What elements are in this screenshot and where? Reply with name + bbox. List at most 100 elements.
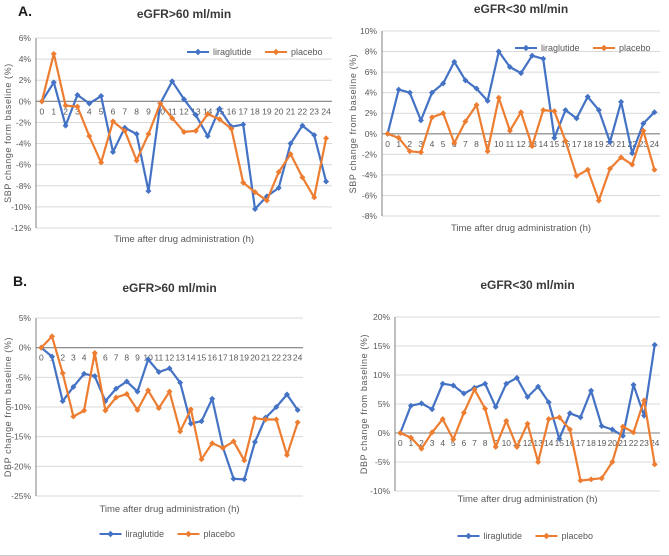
placebo-marker	[121, 127, 128, 134]
x-tick-label: 0	[398, 438, 403, 448]
x-tick-label: 2	[60, 353, 65, 363]
x-tick-label: 2	[407, 139, 412, 149]
placebo-marker	[166, 388, 173, 395]
liraglutide-marker	[204, 133, 211, 140]
liraglutide-marker	[123, 378, 130, 385]
liraglutide-marker	[181, 96, 187, 103]
liraglutide-marker	[230, 475, 237, 482]
liraglutide-marker	[450, 382, 457, 389]
placebo-marker	[395, 134, 402, 141]
x-tick-label: 3	[71, 353, 76, 363]
placebo-marker	[619, 423, 626, 430]
y-tick-label: 5%	[378, 399, 391, 409]
x-tick-label: 17	[572, 139, 582, 149]
x-tick-label: 19	[594, 139, 604, 149]
y-tick-label: -5%	[16, 372, 32, 382]
liraglutide-legend-label: liraglutide	[541, 43, 580, 53]
x-tick-label: 4	[430, 139, 435, 149]
placebo-marker	[133, 157, 140, 164]
liraglutide-legend-marker	[194, 48, 202, 56]
liraglutide-marker	[584, 93, 591, 100]
liraglutide-marker	[429, 89, 436, 96]
liraglutide-marker	[473, 85, 480, 92]
chart-sbp-egfr-gt60: 6% 4% 2% 0% -2% -4% -6% -8% -10% -12% 0 1 2 3 4 5 6 7 8 9 10…	[2, 2, 340, 254]
x-tick-label: 21	[261, 353, 271, 363]
liraglutide-marker	[524, 394, 531, 401]
liraglutide-marker	[460, 390, 467, 397]
chart-dbp-egfr-lt30: 20% 15% 10% 5% 0% -5% -10% 0 1 2 3 4 5 6 7 8 9 10 11 12 13 14…	[336, 272, 669, 555]
x-tick-label: 2	[63, 106, 68, 116]
x-tick-label: 17	[218, 353, 228, 363]
y-tick-label: -2%	[362, 149, 378, 159]
chart-sbp-egfr-lt30: 10%8%6%4%2%0%-2%-4%-6%-8%012345678910111…	[336, 0, 669, 250]
liraglutide-marker	[241, 476, 248, 483]
placebo-marker	[551, 108, 558, 115]
y-axis-title: DBP change from baseline (%)	[3, 337, 13, 477]
x-tick-label: 24	[321, 106, 331, 116]
liraglutide-marker	[192, 112, 199, 119]
x-tick-label: 9	[135, 353, 140, 363]
placebo-marker	[573, 172, 580, 179]
x-tick-label: 6	[111, 106, 116, 116]
liraglutide-marker	[283, 391, 290, 398]
x-tick-label: 24	[650, 139, 660, 149]
placebo-marker	[588, 476, 595, 483]
liraglutide-marker	[629, 150, 636, 157]
x-tick-label: 12	[516, 139, 526, 149]
placebo-series-markers	[397, 386, 658, 484]
liraglutide-marker	[86, 100, 93, 107]
placebo-marker	[59, 370, 66, 377]
sbp-egfr-gt60-svg: 6%4%2%0%-2%-4%-6%-8%-10%-12%0 1 2 3 4 5 6 7 8 9 10…	[3, 7, 332, 245]
x-tick-label: 19	[262, 106, 272, 116]
liraglutide-marker	[166, 365, 173, 372]
x-axis-title: Time after drug administration (h)	[114, 234, 254, 245]
liraglutide-marker	[216, 105, 223, 112]
x-tick-label: 6	[462, 438, 467, 448]
x-tick-label: 18	[583, 139, 593, 149]
liraglutide-marker	[299, 122, 306, 129]
placebo-marker	[618, 154, 625, 161]
liraglutide-legend-marker	[107, 530, 114, 538]
placebo-marker	[228, 125, 235, 132]
x-tick-label: 2	[419, 438, 424, 448]
placebo-marker	[252, 189, 259, 196]
x-tick-label: 9	[146, 106, 151, 116]
y-tick-label: 15%	[373, 341, 390, 351]
y-tick-label: -12%	[11, 223, 31, 233]
y-tick-label: -4%	[16, 139, 32, 149]
liraglutide-marker	[492, 403, 499, 410]
liraglutide-marker	[134, 388, 141, 395]
x-tick-label: 13	[533, 438, 543, 448]
x-tick-label: 15	[550, 139, 560, 149]
placebo-marker	[462, 118, 469, 125]
y-tick-label: 5%	[19, 313, 32, 323]
x-tick-label: 1	[409, 438, 414, 448]
liraglutide-marker	[484, 97, 491, 104]
liraglutide-marker	[113, 385, 120, 392]
liraglutide-marker	[513, 374, 520, 381]
placebo-marker	[473, 102, 480, 108]
placebo-marker	[192, 127, 199, 134]
x-tick-label: 22	[298, 106, 308, 116]
placebo-marker	[606, 165, 613, 172]
liraglutide-marker	[287, 140, 294, 147]
x-tick-label: 16	[565, 438, 575, 448]
placebo-marker	[535, 459, 542, 465]
dbp-egfr-lt30-svg: 20%15%10%5%0%-5%-10%0 1 2 3 4 5 6 7 8 9 10 11 12 13 14…	[359, 278, 660, 541]
liraglutide-marker	[640, 120, 647, 127]
legend-item-placebo: placebo	[177, 529, 235, 539]
placebo-marker	[177, 428, 184, 435]
liraglutide-marker	[133, 131, 140, 138]
liraglutide-marker	[169, 78, 176, 85]
placebo-series-line	[40, 52, 328, 202]
liraglutide-legend-marker	[465, 532, 472, 540]
liraglutide-legend-label: liraglutide	[126, 529, 165, 539]
placebo-marker	[155, 405, 162, 412]
legend-item-liraglutide: liraglutide	[99, 529, 165, 539]
x-tick-label: 14	[544, 438, 554, 448]
placebo-marker	[429, 114, 436, 121]
liraglutide-marker	[273, 404, 280, 410]
liraglutide-marker	[503, 380, 510, 387]
x-tick-label: 20	[250, 353, 260, 363]
placebo-marker	[38, 98, 45, 105]
